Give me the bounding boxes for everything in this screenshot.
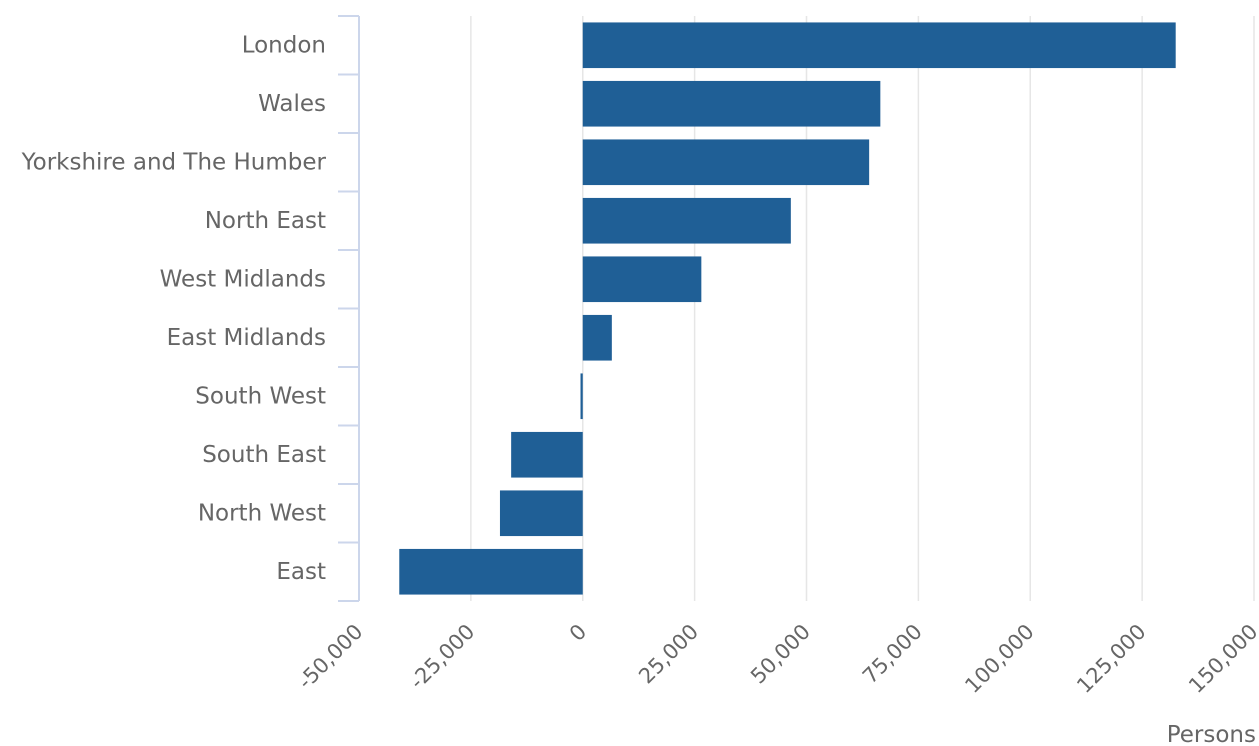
category-label-5: East Midlands — [167, 325, 326, 351]
bar-0 — [582, 22, 1176, 69]
category-label-3: North East — [205, 208, 326, 234]
bar-2 — [582, 139, 870, 186]
bar-7 — [511, 431, 583, 478]
x-axis-title: Persons — [1167, 722, 1256, 746]
bar-8 — [499, 490, 583, 537]
category-labels: London Wales Yorkshire and The Humber North… — [21, 32, 327, 585]
category-label-1: Wales — [258, 91, 326, 117]
category-label-9: East — [276, 559, 326, 585]
category-label-0: London — [242, 32, 326, 58]
x-tick-label-8: 150,000 — [1184, 620, 1259, 698]
x-tick-label-3: 25,000 — [634, 620, 703, 689]
bars — [399, 22, 1176, 595]
bar-5 — [582, 314, 612, 361]
category-label-4: West Midlands — [160, 266, 326, 292]
x-tick-label-4: 50,000 — [746, 620, 815, 689]
category-label-8: North West — [198, 500, 326, 526]
bar-1 — [582, 80, 881, 127]
bar-9 — [399, 548, 583, 595]
x-tick-label-6: 100,000 — [960, 620, 1038, 698]
category-label-2: Yorkshire and The Humber — [21, 149, 327, 175]
bar-3 — [582, 197, 791, 244]
category-label-7: South East — [202, 442, 326, 468]
x-tick-label-5: 75,000 — [858, 620, 927, 689]
category-axis — [338, 15, 360, 602]
x-tick-label-2: 0 — [565, 620, 591, 646]
bar-6 — [580, 373, 583, 420]
x-tick-label-0: -50,000 — [293, 620, 367, 694]
category-label-6: South West — [195, 383, 326, 409]
bar-4 — [582, 256, 702, 303]
x-tick-label-7: 125,000 — [1072, 620, 1150, 698]
x-tick-label-1: -25,000 — [405, 620, 479, 694]
x-tick-labels: -50,000 -25,000 0 25,000 50,000 75,000 100,000… — [293, 620, 1259, 698]
